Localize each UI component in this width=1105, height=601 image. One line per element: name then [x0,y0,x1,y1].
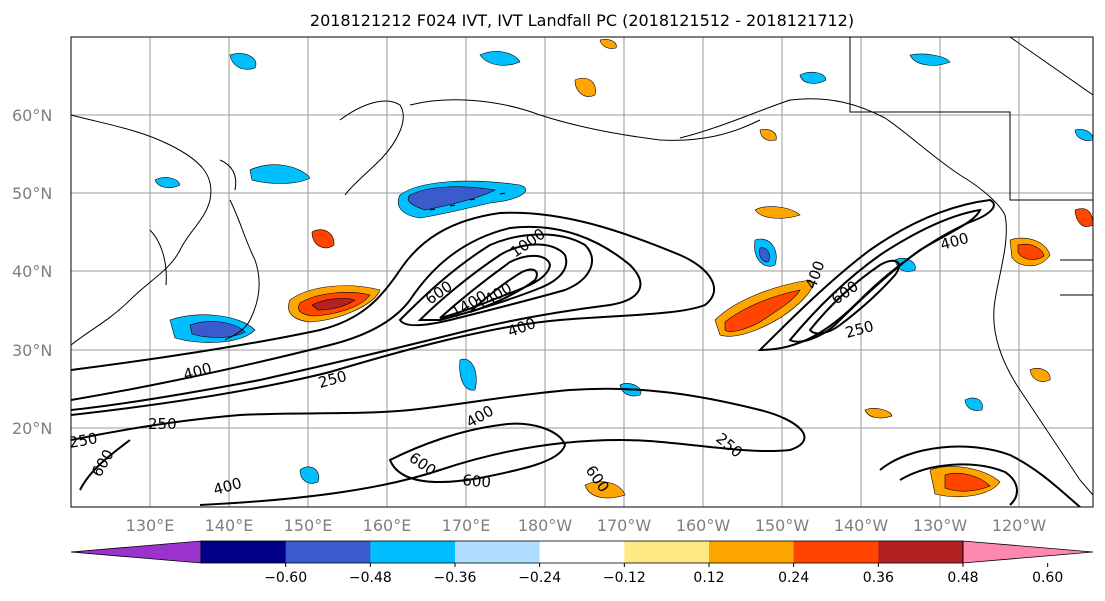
colorbar-tick-label: 0.60 [1032,570,1063,586]
colorbar-tick-label: −0.60 [264,570,307,586]
colorbar-tick-label: −0.36 [434,570,477,586]
colorbar-extend-low [70,540,202,564]
colorbar-cell [455,541,541,563]
colorbar-cell [624,541,710,563]
colorbar-cell [709,541,795,563]
colorbar-tick-label: 0.48 [947,570,978,586]
map-frame [70,36,1094,508]
lat-label: 40°N [12,262,52,281]
lat-label: 30°N [12,341,52,360]
contour-label: 250 [68,429,99,452]
lon-label: 170°E [442,516,491,535]
figure-title: 2018121212 F024 IVT, IVT Landfall PC (20… [310,11,854,30]
colorbar-tick-label: 0.36 [863,570,894,586]
colorbar-tick-label: 0.24 [778,570,809,586]
latitude-labels: 60°N 50°N 40°N 30°N 20°N [12,106,52,438]
colorbar-cell [370,541,456,563]
lon-label: 140°E [205,516,254,535]
longitude-labels: 130°E 140°E 150°E 160°E 170°E 180°W 170°… [126,516,1047,535]
lat-label: 50°N [12,184,52,203]
lon-label: 120°W [992,516,1047,535]
lat-label: 60°N [12,106,52,125]
lon-label: 160°W [676,516,731,535]
lon-label: 170°W [597,516,652,535]
lat-label: 20°N [12,419,52,438]
colorbar-cell [793,541,879,563]
colorbar-cell [285,541,371,563]
colorbar-cell [539,541,625,563]
colorbar-ticks: −0.60 −0.48 −0.36 −0.24 −0.12 0.12 0.24 0.36 0.4… [264,563,1063,586]
coastlines [71,37,1093,496]
lon-label: 150°E [284,516,333,535]
colorbar-outline [200,540,964,564]
colorbar-tick-label: −0.12 [603,570,646,586]
colorbar [70,540,1094,564]
lon-label: 130°W [913,516,968,535]
lon-label: 180°W [518,516,573,535]
ivt-contours [71,198,1081,507]
contour-label: 600 [462,471,492,491]
colorbar-tick-label: −0.48 [349,570,392,586]
positive-anomaly-shading [288,39,1093,499]
colorbar-extend-high [962,540,1094,564]
lon-label: 160°E [363,516,412,535]
colorbar-tick-label: −0.24 [518,570,561,586]
colorbar-cell [878,541,964,563]
lon-label: 140°W [834,516,889,535]
lon-label: 150°W [755,516,810,535]
colorbar-cell [201,541,287,563]
contour-label: 250 [148,415,177,433]
lon-label: 130°E [126,516,175,535]
colorbar-tick-label: 0.12 [693,570,724,586]
